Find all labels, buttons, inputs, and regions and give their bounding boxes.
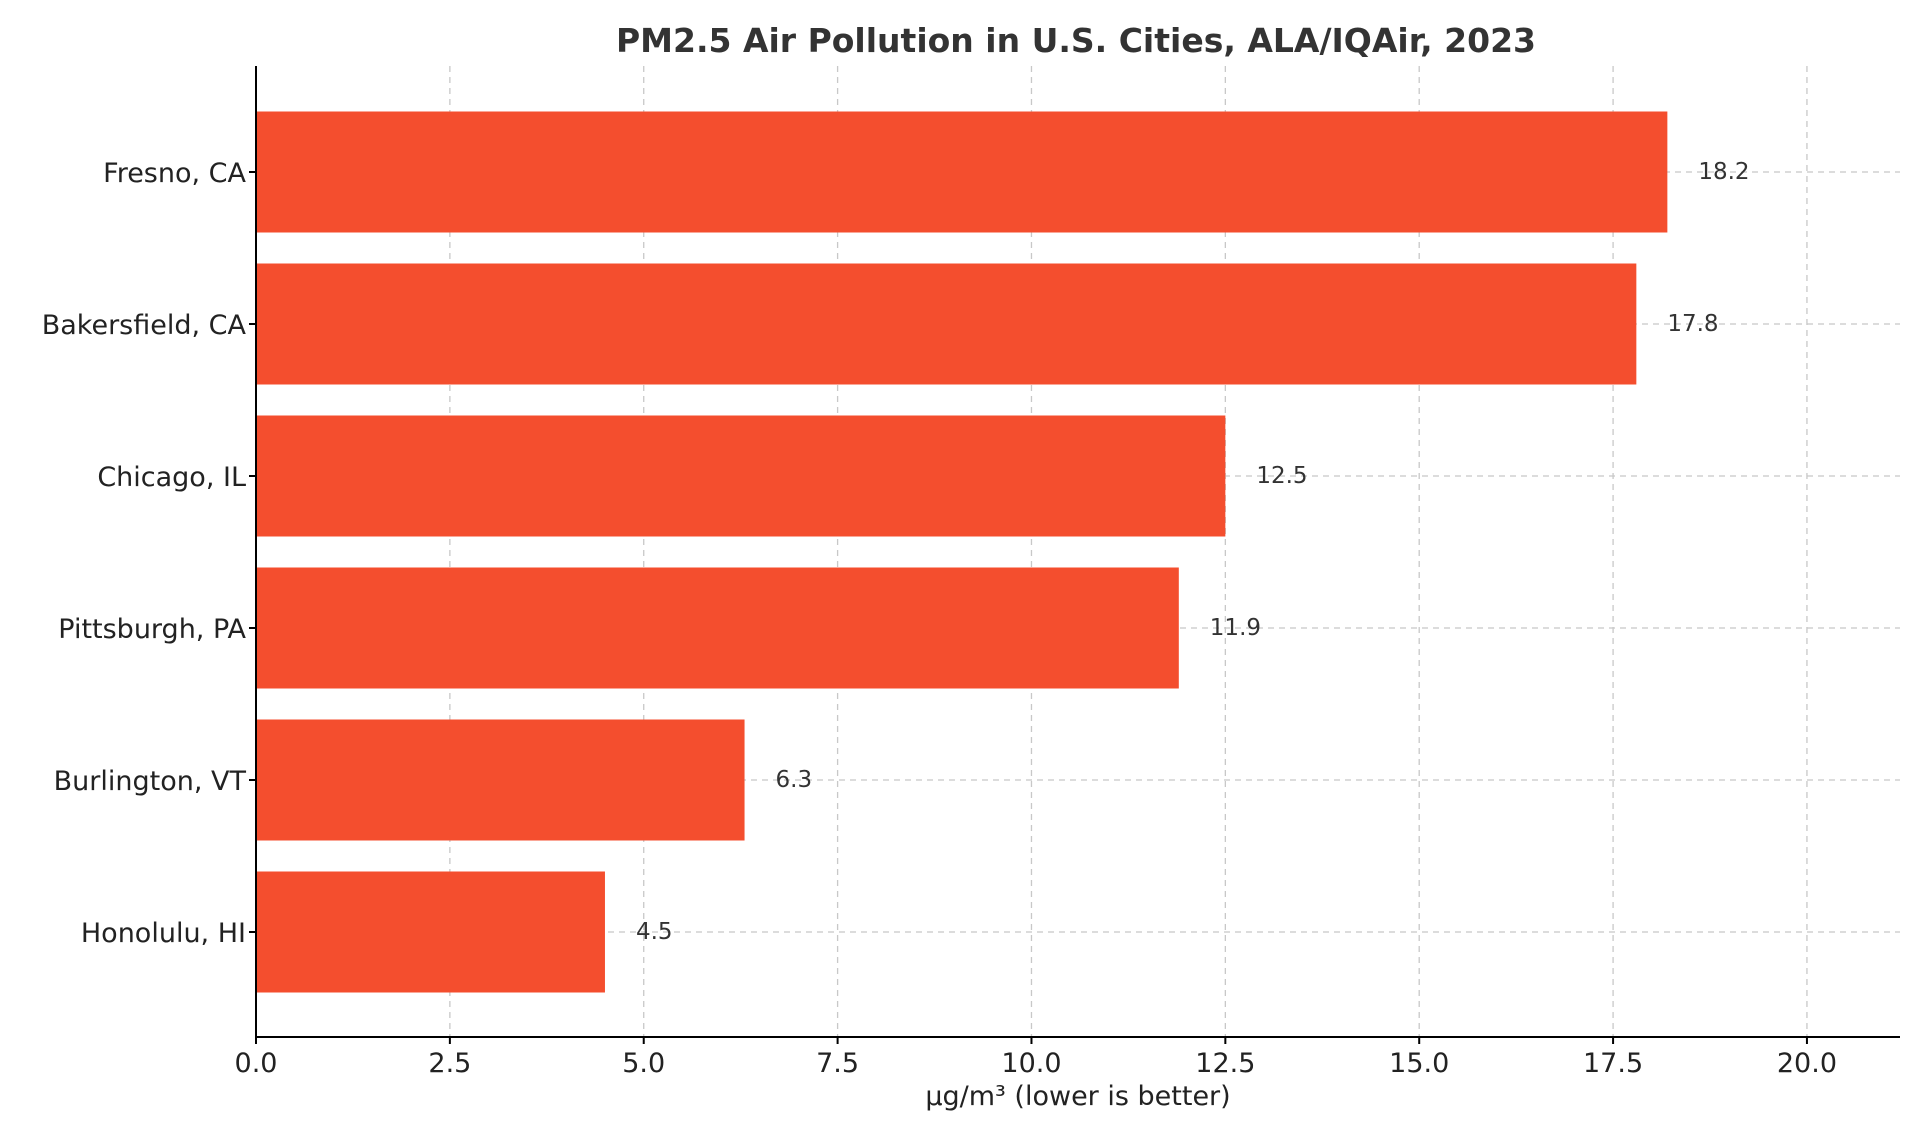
x-tick-label: 20.0 [1777, 1048, 1837, 1079]
bars [256, 111, 1668, 993]
data-label: 4.5 [636, 919, 673, 945]
x-tick-label: 7.5 [816, 1048, 859, 1079]
category-label: Pittsburgh, PA [58, 614, 246, 645]
data-labels: 18.2 17.8 12.5 11.9 6.3 4.5 [636, 159, 1750, 945]
bar [256, 415, 1226, 537]
x-tick-label: 12.5 [1195, 1048, 1255, 1079]
x-tick-label: 5.0 [622, 1048, 665, 1079]
chart-title: PM2.5 Air Pollution in U.S. Cities, ALA/… [616, 21, 1536, 60]
x-tick-label: 17.5 [1583, 1048, 1643, 1079]
data-label: 17.8 [1667, 311, 1718, 337]
bar [256, 263, 1637, 385]
x-tick-label: 15.0 [1389, 1048, 1449, 1079]
data-label: 18.2 [1698, 159, 1749, 185]
bar [256, 567, 1179, 689]
x-tick-label: 10.0 [1001, 1048, 1061, 1079]
x-tick-label: 2.5 [428, 1048, 471, 1079]
bar [256, 871, 605, 993]
data-label: 11.9 [1210, 615, 1261, 641]
data-label: 12.5 [1256, 463, 1307, 489]
x-tick-label: 0.0 [235, 1048, 278, 1079]
data-label: 6.3 [776, 767, 813, 793]
axes [255, 66, 1900, 1038]
category-label: Chicago, IL [97, 462, 246, 493]
category-labels: Fresno, CA Bakersfield, CA Chicago, IL Pitt… [42, 158, 256, 949]
category-label: Fresno, CA [103, 158, 246, 189]
x-ticks: 0.0 2.5 5.0 7.5 10.0 12.5 15.0 17.5 20.0 [235, 1037, 1837, 1079]
category-label: Honolulu, HI [81, 918, 246, 949]
category-label: Burlington, VT [54, 766, 247, 797]
category-label: Bakersfield, CA [42, 310, 247, 341]
bar [256, 111, 1668, 233]
bar [256, 719, 745, 841]
x-axis-label: µg/m³ (lower is better) [925, 1081, 1230, 1112]
